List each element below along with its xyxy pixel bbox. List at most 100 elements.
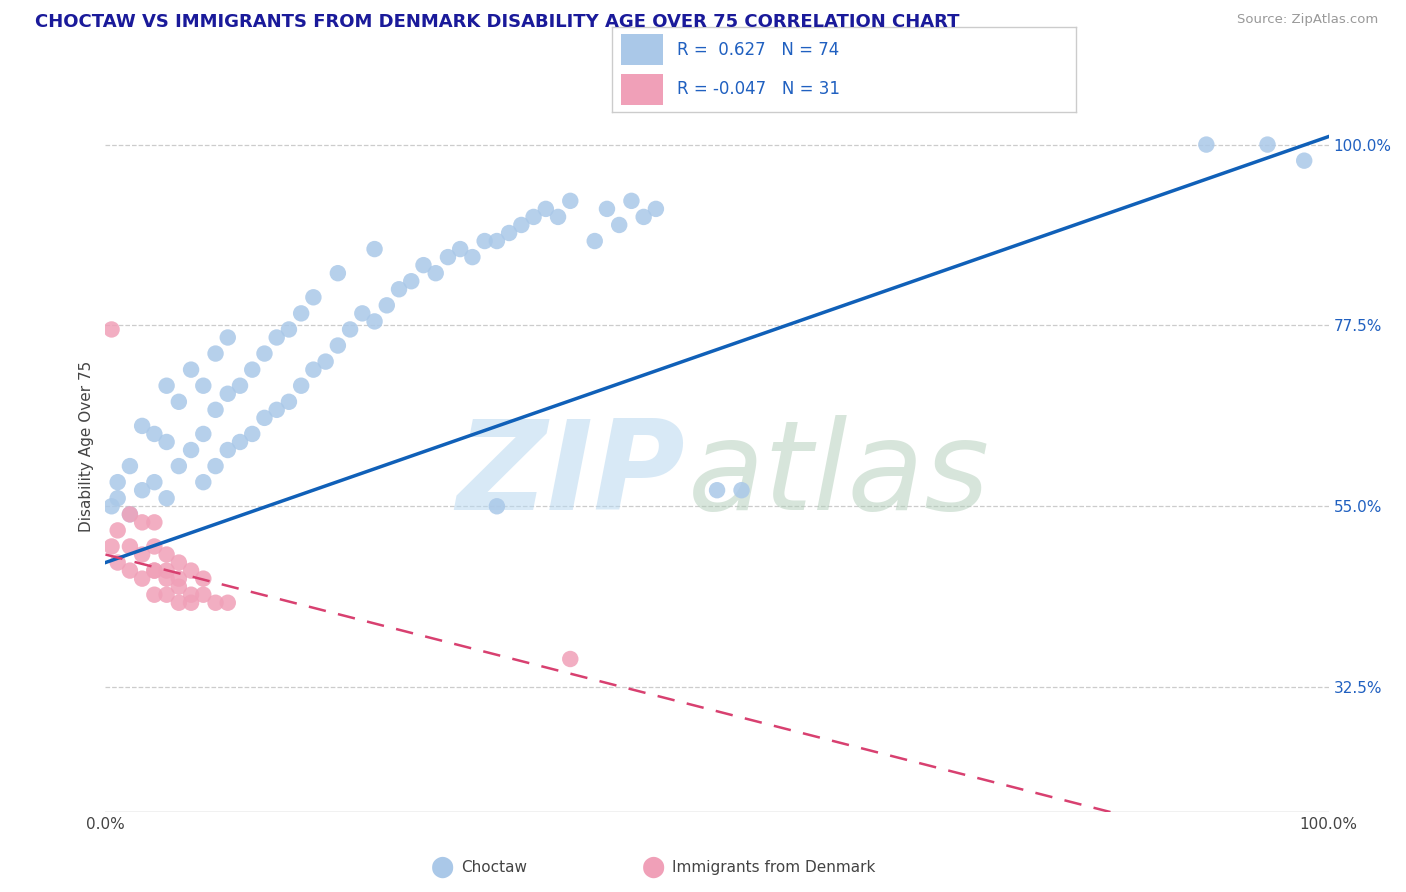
- Point: [167, 394, 190, 409]
- Point: [302, 290, 325, 304]
- Point: [583, 234, 606, 248]
- Point: [180, 564, 202, 578]
- Point: [290, 306, 312, 320]
- Point: [193, 378, 215, 392]
- Point: [240, 362, 263, 376]
- Point: [315, 354, 337, 368]
- Point: [167, 572, 190, 586]
- Point: [437, 250, 460, 264]
- Point: [522, 210, 544, 224]
- Text: atlas: atlas: [689, 415, 990, 536]
- Point: [143, 475, 166, 490]
- Text: ZIP: ZIP: [456, 415, 685, 536]
- Point: [485, 500, 508, 514]
- Point: [474, 234, 496, 248]
- Point: [156, 548, 179, 562]
- Point: [118, 459, 141, 474]
- Point: [156, 378, 179, 392]
- Point: [253, 410, 276, 425]
- Point: [547, 210, 569, 224]
- Point: [217, 386, 239, 401]
- Point: [100, 500, 122, 514]
- Point: [167, 459, 190, 474]
- Point: [118, 564, 141, 578]
- Point: [1256, 137, 1278, 152]
- Point: [326, 338, 349, 352]
- Point: [156, 564, 179, 578]
- Point: [229, 434, 252, 449]
- Point: [118, 540, 141, 554]
- Point: [204, 596, 226, 610]
- Point: [107, 475, 129, 490]
- Point: [425, 266, 447, 280]
- Point: [253, 346, 276, 360]
- Point: [167, 596, 190, 610]
- Point: [510, 218, 533, 232]
- Point: [278, 394, 301, 409]
- Point: [204, 459, 226, 474]
- Point: [607, 218, 630, 232]
- Point: [193, 475, 215, 490]
- Point: [217, 330, 239, 344]
- FancyBboxPatch shape: [621, 35, 662, 65]
- Point: [167, 580, 190, 594]
- Point: [156, 588, 179, 602]
- Text: Source: ZipAtlas.com: Source: ZipAtlas.com: [1237, 13, 1378, 27]
- Point: [449, 242, 471, 256]
- FancyBboxPatch shape: [621, 74, 662, 104]
- Text: CHOCTAW VS IMMIGRANTS FROM DENMARK DISABILITY AGE OVER 75 CORRELATION CHART: CHOCTAW VS IMMIGRANTS FROM DENMARK DISAB…: [35, 13, 960, 31]
- Point: [156, 572, 179, 586]
- Point: [278, 322, 301, 336]
- Point: [339, 322, 361, 336]
- Y-axis label: Disability Age Over 75: Disability Age Over 75: [79, 360, 94, 532]
- Point: [131, 572, 153, 586]
- Point: [167, 556, 190, 570]
- Point: [266, 330, 288, 344]
- Point: [118, 508, 141, 522]
- Text: Immigrants from Denmark: Immigrants from Denmark: [672, 860, 876, 874]
- Point: [302, 362, 325, 376]
- Point: [100, 322, 122, 336]
- Text: ⬤: ⬤: [643, 856, 665, 878]
- Point: [118, 508, 141, 522]
- Point: [730, 483, 752, 498]
- Point: [204, 346, 226, 360]
- Point: [193, 572, 215, 586]
- Point: [156, 434, 179, 449]
- Point: [401, 274, 423, 288]
- Point: [193, 426, 215, 441]
- Point: [131, 548, 153, 562]
- Point: [156, 491, 179, 506]
- Point: [100, 540, 122, 554]
- Text: R =  0.627   N = 74: R = 0.627 N = 74: [676, 41, 839, 59]
- Text: ⬤: ⬤: [432, 856, 454, 878]
- Point: [217, 443, 239, 458]
- Point: [388, 282, 411, 296]
- Point: [706, 483, 728, 498]
- Point: [363, 242, 385, 256]
- Point: [143, 426, 166, 441]
- Point: [498, 226, 520, 240]
- Point: [412, 258, 434, 272]
- Point: [229, 378, 252, 392]
- Point: [143, 564, 166, 578]
- Point: [485, 234, 508, 248]
- Point: [217, 596, 239, 610]
- Point: [560, 194, 582, 208]
- Point: [560, 652, 582, 666]
- Point: [180, 362, 202, 376]
- Point: [193, 588, 215, 602]
- Point: [107, 556, 129, 570]
- Point: [290, 378, 312, 392]
- Point: [266, 402, 288, 417]
- Point: [131, 418, 153, 433]
- Point: [326, 266, 349, 280]
- Point: [1195, 137, 1218, 152]
- Point: [180, 596, 202, 610]
- Point: [143, 540, 166, 554]
- Point: [363, 314, 385, 328]
- Point: [534, 202, 557, 216]
- Point: [644, 202, 668, 216]
- Point: [204, 402, 226, 417]
- Point: [143, 564, 166, 578]
